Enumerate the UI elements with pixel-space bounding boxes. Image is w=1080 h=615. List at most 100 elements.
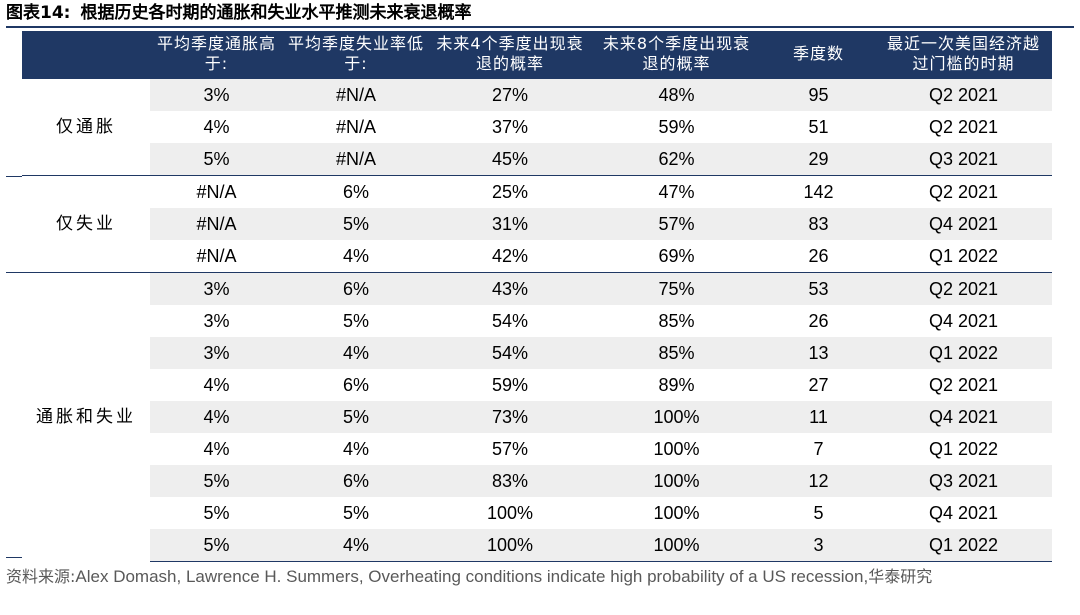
table-cell: 5% [342,502,369,523]
table-cell: 4% [203,116,230,137]
table-cell: 5% [203,502,230,523]
table-cell: #N/A [283,142,429,175]
table-cell: 12 [762,464,875,497]
table-cell: 42% [491,245,529,266]
table-cell: 4% [342,245,369,266]
table-cell: 85% [591,336,762,369]
left-group-rules [6,80,22,558]
table-cell: 7 [813,438,824,459]
table-cell: 3% [203,310,230,331]
header-cell: 未来4个季度出现衰退的概率 [429,31,591,78]
table-cell: #N/A [196,245,237,266]
table-cell: 57% [491,438,529,459]
table-row: 3% 4% 54% 85% 13 Q1 2022 [22,336,1052,369]
table-cell: 5% [150,464,283,497]
table-cell: Q4 2021 [875,207,1052,240]
table-cell: Q1 2022 [875,336,1052,369]
table-cell: 100% [653,438,700,459]
table-cell: Q3 2021 [875,464,1052,497]
table-cell: 4% [283,528,429,562]
table-cell: 27% [429,77,591,111]
table-cell: 6% [283,271,429,305]
source-prefix: 资料来源: [6,567,76,586]
table-cell: 59% [658,116,695,137]
table-row: 5% 6% 83% 100% 12 Q3 2021 [22,464,1052,497]
source-text: Alex Domash, Lawrence H. Summers, Overhe… [75,567,869,586]
table-cell: 5% [150,142,283,175]
table-cell: Q1 2022 [928,438,999,459]
figure-label: 图表14: [6,3,71,23]
group-label: 通胀和失业 [22,271,150,561]
table-cell: 83 [762,207,875,240]
table-cell: 83% [429,464,591,497]
table-cell: 3 [762,528,875,562]
table-row: 4% #N/A 37% 59% 51 Q2 2021 [22,111,1052,143]
table-cell: 100% [486,502,534,523]
header-cell: 平均季度失业率低于: [283,31,429,78]
table-cell: 26 [808,310,829,331]
table-cell: 100% [591,464,762,497]
table-cell: 5% [283,400,429,433]
table-cell: 47% [591,174,762,208]
table-cell: 5 [813,502,824,523]
group-label: 仅通胀 [22,77,150,175]
table-cell: 51 [808,116,829,137]
table-row: 5% 4% 100% 100% 3 Q1 2022 [22,528,1052,562]
table-cell: 5% [283,207,429,240]
table-cell: 100% [429,528,591,562]
header-cell: 季度数 [762,31,875,78]
table-row: #N/A 4% 42% 69% 26 Q1 2022 [22,240,1052,273]
table-cell: 43% [429,271,591,305]
table-row: 5% 5% 100% 100% 5 Q4 2021 [22,497,1052,529]
table-cell: 53 [762,271,875,305]
table-cell: 69% [658,245,695,266]
recession-probability-table: 平均季度通胀高于: 平均季度失业率低于: 未来4个季度出现衰退的概率 未来8个季… [22,31,1052,562]
table-cell: 5% [342,310,369,331]
table-cell: #N/A [283,77,429,111]
table-row: 通胀和失业 3% 6% 43% 75% 53 Q2 2021 [22,271,1052,561]
table-cell: Q4 2021 [875,400,1052,433]
table-cell: Q1 2022 [875,528,1052,562]
table-cell: 100% [591,400,762,433]
table-cell: 54% [429,336,591,369]
table-cell: 45% [429,142,591,175]
table-cell: Q2 2021 [928,374,999,395]
table-cell: Q2 2021 [875,271,1052,305]
table-cell: 27 [808,374,829,395]
table-cell: 6% [283,464,429,497]
table-row: 5% #N/A 45% 62% 29 Q3 2021 [22,142,1052,175]
source-suffix: 华泰研究 [868,567,933,586]
table-cell: 48% [591,77,762,111]
header-row: 平均季度通胀高于: 平均季度失业率低于: 未来4个季度出现衰退的概率 未来8个季… [22,31,1052,78]
table-row: 仅通胀 3% #N/A 27% 48% 95 Q2 2021 [22,77,1052,175]
table-cell: 54% [491,310,529,331]
table-cell: 3% [150,77,283,111]
table-cell: 95 [762,77,875,111]
table-cell: Q2 2021 [875,77,1052,111]
table-cell: Q4 2021 [928,502,999,523]
table-cell: 6% [342,374,369,395]
table-cell: 4% [203,374,230,395]
header-cell: 未来8个季度出现衰退的概率 [591,31,762,78]
table-cell: 3% [150,336,283,369]
table-cell: 100% [653,502,700,523]
table-cell: 31% [429,207,591,240]
table-cell: 142 [762,174,875,208]
group-divider [6,176,22,177]
table-cell: 73% [429,400,591,433]
table-cell: 62% [591,142,762,175]
table-cell: Q4 2021 [928,310,999,331]
table-row: #N/A 5% 31% 57% 83 Q4 2021 [22,207,1052,240]
table-cell: 59% [491,374,529,395]
group-divider [6,272,22,273]
table-cell: 75% [591,271,762,305]
table-cell: 4% [150,400,283,433]
table-cell: #N/A [150,207,283,240]
table-row: 仅失业 #N/A 6% 25% 47% 142 Q2 2021 [22,174,1052,272]
table-cell: 5% [150,528,283,562]
table-cell: 100% [591,528,762,562]
header-cell [22,31,150,78]
table-cell: 85% [658,310,695,331]
header-cell: 平均季度通胀高于: [150,31,283,78]
table-cell: 3% [150,271,283,305]
